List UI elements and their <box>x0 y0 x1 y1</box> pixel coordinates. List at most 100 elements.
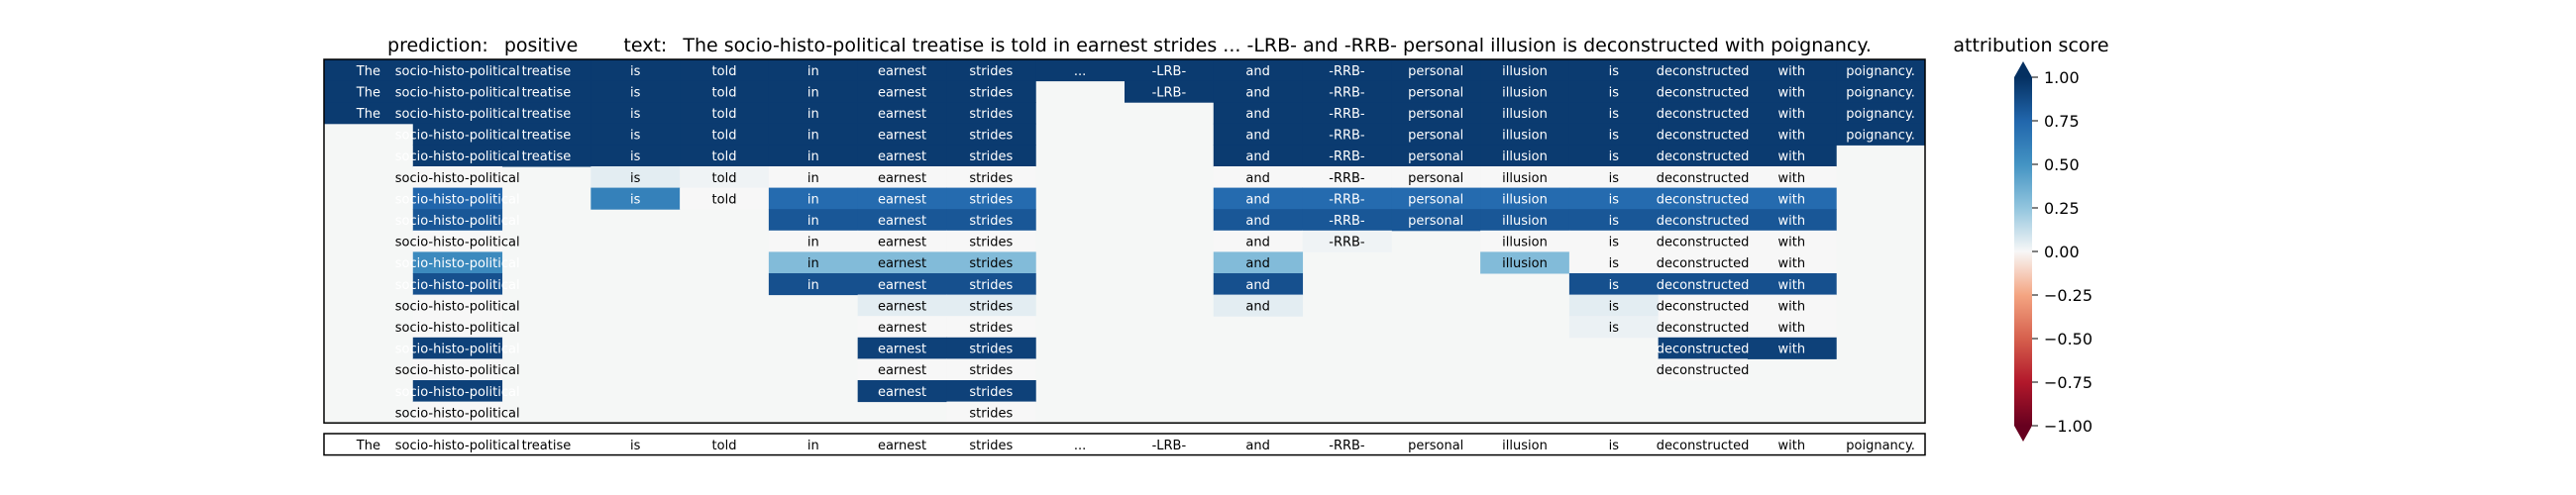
cell-token-label-r0-c13: illusion <box>1502 64 1548 79</box>
cell-token-label-r14-c1: socio-histo-political <box>395 363 520 378</box>
cell-token-label-r6-c13: illusion <box>1502 192 1548 207</box>
heatmap-cell-r11-c7 <box>946 294 1036 317</box>
colorbar-ticks: 1.00 0.75 0.50 0.25 0.00 −0.25 −0.50 −0.75 −1.00 <box>2032 68 2093 436</box>
heatmap-cell-r16-c7 <box>946 401 1036 424</box>
heatmap-cell-r2-c4 <box>680 102 770 125</box>
cell-token-label-r4-c14: is <box>1609 149 1620 164</box>
cell-token-label-r0-c17: poignancy. <box>1846 64 1915 79</box>
colorbar-tick-label-6: −0.50 <box>2044 330 2093 348</box>
cell-token-label-r0-c11: -RRB- <box>1329 64 1365 79</box>
heatmap-cell-r8-c13 <box>1480 230 1570 252</box>
heatmap-cell-r7-c1 <box>412 209 503 232</box>
heatmap-cell-r0-c8 <box>1035 59 1126 82</box>
heatmap-cell-r13-c16 <box>1747 337 1837 359</box>
heatmap-cell-r8-c14 <box>1568 230 1660 252</box>
token-axis-label-0: The <box>356 439 380 453</box>
cell-token-label-r6-c16: with <box>1778 192 1806 207</box>
heatmap-cell-r4-c12 <box>1391 145 1481 167</box>
heatmap-cell-r2-c15 <box>1658 102 1748 125</box>
cell-token-label-r8-c11: -RRB- <box>1329 236 1365 250</box>
token-axis-label-16: with <box>1778 439 1806 453</box>
cell-token-label-r4-c7: strides <box>969 149 1013 164</box>
colorbar-tick-label-4: 0.00 <box>2044 243 2080 261</box>
cell-token-label-r6-c14: is <box>1609 192 1620 207</box>
cell-token-label-r12-c16: with <box>1778 321 1806 336</box>
cell-token-label-r4-c15: deconstructed <box>1657 149 1750 164</box>
cell-token-label-r13-c6: earnest <box>878 343 926 357</box>
cell-token-label-r0-c14: is <box>1609 64 1620 79</box>
cell-token-label-r10-c14: is <box>1609 278 1620 293</box>
heatmap-cell-r3-c3 <box>590 123 681 146</box>
heatmap-cell-r6-c1 <box>412 187 503 210</box>
cell-token-label-r9-c15: deconstructed <box>1657 256 1750 271</box>
cell-token-label-r2-c13: illusion <box>1502 107 1548 122</box>
heatmap-cell-r11-c10 <box>1213 294 1304 317</box>
cell-token-label-r7-c10: and <box>1245 214 1269 229</box>
colorbar-tick-label-0: 1.00 <box>2044 68 2080 87</box>
heatmap-cell-r1-c17 <box>1836 80 1926 103</box>
cell-token-label-r2-c15: deconstructed <box>1657 107 1750 122</box>
cell-token-label-r16-c1: socio-histo-political <box>395 406 520 421</box>
heatmap-cell-r2-c17 <box>1836 102 1926 125</box>
heatmap-cell-r10-c15 <box>1658 273 1748 296</box>
cell-token-label-r0-c4: told <box>712 64 737 79</box>
cell-token-label-r13-c1: socio-histo-political <box>395 343 520 357</box>
heatmap-cell-r3-c16 <box>1747 123 1837 146</box>
cell-token-label-r3-c14: is <box>1609 129 1620 144</box>
cell-token-label-r8-c7: strides <box>969 236 1013 250</box>
heatmap-cell-r4-c5 <box>768 145 859 167</box>
heatmap-cell-r4-c15 <box>1658 145 1748 167</box>
cell-token-label-r10-c15: deconstructed <box>1657 278 1750 293</box>
heatmap-cell-r14-c7 <box>946 358 1036 381</box>
heatmap-cell-r11-c16 <box>1747 294 1837 317</box>
cell-token-label-r7-c11: -RRB- <box>1329 214 1365 229</box>
heatmap-cell-r2-c7 <box>946 102 1036 125</box>
heatmap-cell-r7-c11 <box>1302 209 1392 232</box>
cell-token-label-r11-c14: is <box>1609 299 1620 314</box>
cell-token-label-r12-c14: is <box>1609 321 1620 336</box>
cell-token-label-r10-c5: in <box>807 278 819 293</box>
cell-token-label-r10-c6: earnest <box>878 278 926 293</box>
cell-token-label-r0-c5: in <box>807 64 819 79</box>
cell-token-label-r0-c12: personal <box>1408 64 1463 79</box>
cell-token-label-r4-c1: socio-histo-political <box>395 149 520 164</box>
heatmap-cell-r1-c1 <box>412 80 503 103</box>
token-axis-label-6: earnest <box>878 439 926 453</box>
cell-token-label-r14-c6: earnest <box>878 363 926 378</box>
cell-token-label-r5-c14: is <box>1609 171 1620 186</box>
token-axis-label-13: illusion <box>1502 439 1548 453</box>
cell-token-label-r5-c12: personal <box>1408 171 1463 186</box>
cell-token-label-r2-c11: -RRB- <box>1329 107 1365 122</box>
cell-token-label-r1-c12: personal <box>1408 85 1463 100</box>
cell-token-label-r6-c7: strides <box>969 192 1013 207</box>
cell-token-label-r0-c0: The <box>356 64 380 79</box>
heatmap-cell-r7-c5 <box>768 209 859 232</box>
cell-token-label-r8-c10: and <box>1245 236 1269 250</box>
heatmap-cell-r1-c14 <box>1568 80 1660 103</box>
heatmap-cell-r6-c5 <box>768 187 859 210</box>
heatmap-cell-r10-c1 <box>412 273 503 296</box>
heatmap-cell-r8-c1 <box>412 230 503 252</box>
heatmap-cell-r3-c4 <box>680 123 770 146</box>
cell-token-label-r3-c3: is <box>630 129 641 144</box>
colorbar-tick-label-8: −1.00 <box>2044 417 2093 436</box>
heatmap-cell-r11-c15 <box>1658 294 1748 317</box>
heatmap-cell-r7-c14 <box>1568 209 1660 232</box>
heatmap-cell-r2-c5 <box>768 102 859 125</box>
heatmap-cell-r1-c16 <box>1747 80 1837 103</box>
heatmap-cell-r0-c17 <box>1836 59 1926 82</box>
colorbar-tick-label-1: 0.75 <box>2044 112 2080 131</box>
cell-token-label-r3-c13: illusion <box>1502 129 1548 144</box>
heatmap-cell-r12-c7 <box>946 316 1036 339</box>
cell-token-label-r8-c16: with <box>1778 236 1806 250</box>
heatmap-cell-r4-c2 <box>501 145 591 167</box>
heatmap-cell-r3-c17 <box>1836 123 1926 146</box>
token-axis-label-14: is <box>1609 439 1620 453</box>
cell-token-label-r13-c15: deconstructed <box>1657 343 1750 357</box>
title-text-prefix: text: <box>623 35 667 56</box>
cell-token-label-r3-c7: strides <box>969 129 1013 144</box>
cell-token-label-r12-c15: deconstructed <box>1657 321 1750 336</box>
heatmap-cell-r1-c15 <box>1658 80 1748 103</box>
heatmap-cell-r0-c16 <box>1747 59 1837 82</box>
